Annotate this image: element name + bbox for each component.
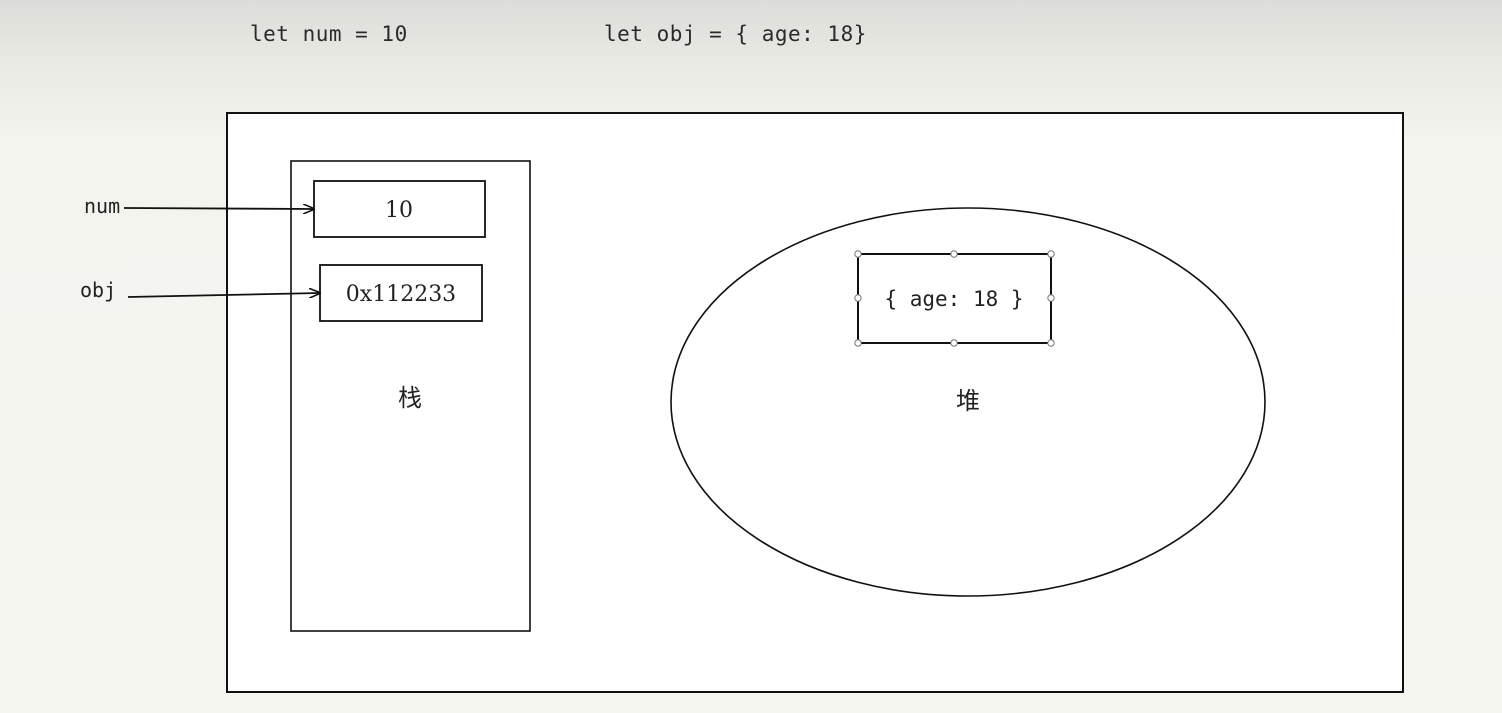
stack-num-value: 10 (385, 198, 413, 223)
variable-num-label: num (84, 194, 120, 218)
arrow-num (123, 208, 314, 209)
arrow-obj (127, 293, 320, 297)
heap-label: 堆 (956, 387, 980, 415)
code-num-declaration: let num = 10 (250, 22, 408, 46)
heap-area (670, 207, 1266, 597)
variable-obj-label: obj (80, 278, 116, 302)
heap-object-value: { age: 18 } (884, 287, 1023, 311)
stack-obj-value: 0x112233 (346, 282, 456, 307)
stack-cell-obj (319, 264, 483, 322)
code-obj-declaration: let obj = { age: 18} (604, 22, 867, 46)
selection-handles (854, 250, 1055, 347)
stack-area (290, 160, 531, 632)
stack-label: 栈 (398, 384, 422, 412)
